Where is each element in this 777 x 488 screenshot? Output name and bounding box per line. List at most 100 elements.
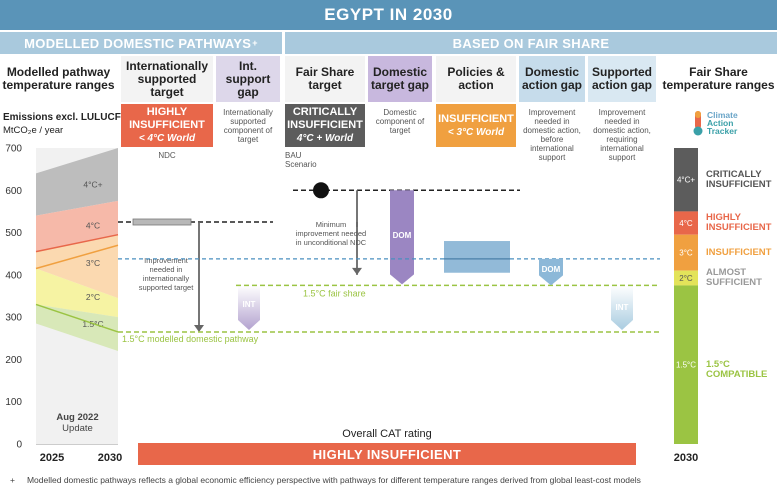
overall-rating-bar: HIGHLY INSUFFICIENT — [138, 443, 636, 465]
logo-line3: Tracker — [707, 126, 738, 136]
intl-target-rating-badge: HIGHLY INSUFFICIENT < 4°C World — [121, 104, 213, 147]
ndc-note: NDC — [158, 151, 176, 160]
pathway-band-label: 4°C+ — [83, 179, 102, 189]
domestic-action-gap-arrow — [539, 258, 563, 286]
year-2025-label: 2025 — [40, 452, 64, 464]
policies-world-text: < 3°C World — [447, 126, 505, 138]
logo-line1: Climate — [707, 110, 738, 120]
fs-range-label: 3°C — [679, 249, 693, 258]
fs-rating-label: 1.5°C COMPATIBLE — [706, 359, 768, 380]
supported-action-gap-arrow — [611, 285, 633, 330]
modelled-15c-label: 1.5°C modelled domestic pathway — [122, 334, 259, 344]
fs-range-label: 1.5°C — [676, 361, 696, 370]
col-fair-share-ranges: Fair Share temperature ranges — [662, 65, 775, 92]
intl-improvement-note: internationally — [143, 274, 190, 283]
y-tick-label: 700 — [5, 144, 22, 155]
fs-range-2C — [674, 270, 698, 286]
section-modelled-label: MODELLED DOMESTIC PATHWAYS — [24, 35, 252, 51]
y-axis-unit: MtCO₂e / year — [3, 125, 64, 136]
pathway-band-4C — [36, 200, 118, 252]
fs-range-label: 2°C — [679, 274, 693, 283]
y-tick-label: 500 — [5, 228, 22, 239]
fs-range-label: 4°C+ — [677, 176, 695, 185]
overall-rating-label: Overall CAT rating — [342, 428, 432, 440]
col-domestic-action-gap: Domestic action gap — [519, 56, 585, 102]
fair-rating-text: CRITICALLY INSUFFICIENT — [287, 106, 363, 131]
fs-rating-label: CRITICALLY INSUFFICIENT — [706, 168, 772, 190]
col-modelled-pathway: Modelled pathway temperature ranges — [2, 65, 115, 92]
bau-note: BAU Scenario — [285, 151, 317, 169]
policies-rating-text: INSUFFICIENT — [438, 112, 514, 125]
thermometer-icon — [693, 111, 703, 136]
supported-gap-note: Improvement needed in domestic action, r… — [593, 108, 651, 162]
supported-gap-label: INT — [616, 303, 629, 312]
fs-range-4C+ — [674, 148, 698, 212]
footnote: + Modelled domestic pathways reflects a g… — [10, 475, 641, 485]
update-text: Update — [62, 423, 93, 434]
fs-year-label: 2030 — [674, 452, 698, 464]
section-modelled-domestic-pathways: MODELLED DOMESTIC PATHWAYS + — [0, 32, 282, 54]
fs-range-4C — [674, 211, 698, 235]
footnote-text: Modelled domestic pathways reflects a gl… — [26, 475, 641, 485]
cat-logo: Climate Action Tracker — [692, 110, 738, 136]
fs-rating-label: HIGHLY INSUFFICIENT — [706, 212, 772, 234]
y-tick-label: 100 — [5, 397, 22, 408]
update-date: Aug 2022 — [56, 412, 99, 423]
current-policy-range-box — [444, 241, 510, 273]
min-improvement-note: improvement needed — [296, 229, 366, 238]
intl-improvement-note: Improvement — [144, 256, 189, 265]
intl-improvement-arrowhead — [194, 324, 204, 332]
section-modelled-mark: + — [252, 38, 258, 48]
footnote-mark: + — [10, 475, 15, 485]
page-title: EGYPT IN 2030 — [0, 0, 777, 30]
pathway-band-label: 2°C — [86, 292, 100, 302]
year-2030-label: 2030 — [98, 452, 122, 464]
col-domestic-target-gap: Domestic target gap — [368, 56, 432, 102]
y-tick-label: 200 — [5, 355, 22, 366]
fs-rating-label: ALMOST SUFFICIENT — [706, 267, 762, 289]
section-based-on-fair-share: BASED ON FAIR SHARE — [285, 32, 777, 54]
min-improvement-note: in unconditional NDC — [296, 238, 367, 247]
fs-rating-label: INSUFFICIENT — [706, 246, 772, 258]
emissions-chart: 700 600 500 400 300 200 100 0 4°C+ 4°C 3°C 2°C 1.5°C… — [5, 144, 698, 465]
intl-improvement-note: needed in — [150, 265, 183, 274]
policies-rating-badge: INSUFFICIENT < 3°C World — [436, 104, 516, 147]
pathway-band-15C — [36, 304, 118, 351]
domestic-target-gap-arrow — [390, 190, 414, 285]
fair-share-15c-label: 1.5°C fair share — [303, 288, 366, 298]
intl-improvement-note: supported target — [139, 283, 195, 292]
update-label: Aug 2022 Update — [40, 412, 115, 434]
logo-line2: Action — [707, 118, 734, 128]
y-tick-label: 0 — [16, 440, 22, 451]
min-improvement-arrowhead — [352, 267, 362, 275]
fair-world-text: 4°C + World — [296, 133, 354, 144]
fair-share-rating-badge: CRITICALLY INSUFFICIENT 4°C + World — [285, 104, 365, 147]
y-axis-title: Emissions excl. LULUCF — [3, 112, 121, 123]
intl-world-text: < 4°C World — [138, 133, 196, 144]
y-tick-label: 400 — [5, 270, 22, 281]
pathway-band-4C+ — [36, 148, 118, 216]
pathway-band-label: 3°C — [86, 258, 100, 268]
dom-target-gap-label: DOM — [393, 231, 412, 240]
int-support-gap-arrow — [238, 285, 260, 330]
fs-range-3C — [674, 234, 698, 271]
int-gap-label: INT — [243, 300, 256, 309]
dom-gap-note: Domestic component of target — [375, 108, 425, 135]
int-gap-note: Internationally supported component of t… — [223, 108, 273, 144]
col-supported-action-gap: Supported action gap — [588, 56, 656, 102]
col-int-support-gap: Int. support gap — [216, 56, 280, 102]
fs-range-15C — [674, 285, 698, 444]
pathway-3c-boundary — [35, 244, 119, 270]
y-tick-label: 600 — [5, 186, 22, 197]
col-fair-share-target: Fair Share target — [285, 56, 365, 102]
pathway-15c-boundary — [35, 303, 119, 333]
fs-range-label: 4°C — [679, 219, 693, 228]
dom-action-gap-label: DOM — [542, 265, 561, 274]
pathway-band-2C — [36, 268, 118, 318]
min-improvement-note: Minimum — [316, 220, 346, 229]
y-tick-label: 300 — [5, 313, 22, 324]
bau-scenario-marker — [313, 182, 329, 199]
ndc-target-marker — [132, 218, 192, 226]
intl-rating-text: HIGHLY INSUFFICIENT — [129, 106, 205, 131]
dom-action-gap-note: Improvement needed in domestic action, b… — [523, 108, 581, 162]
